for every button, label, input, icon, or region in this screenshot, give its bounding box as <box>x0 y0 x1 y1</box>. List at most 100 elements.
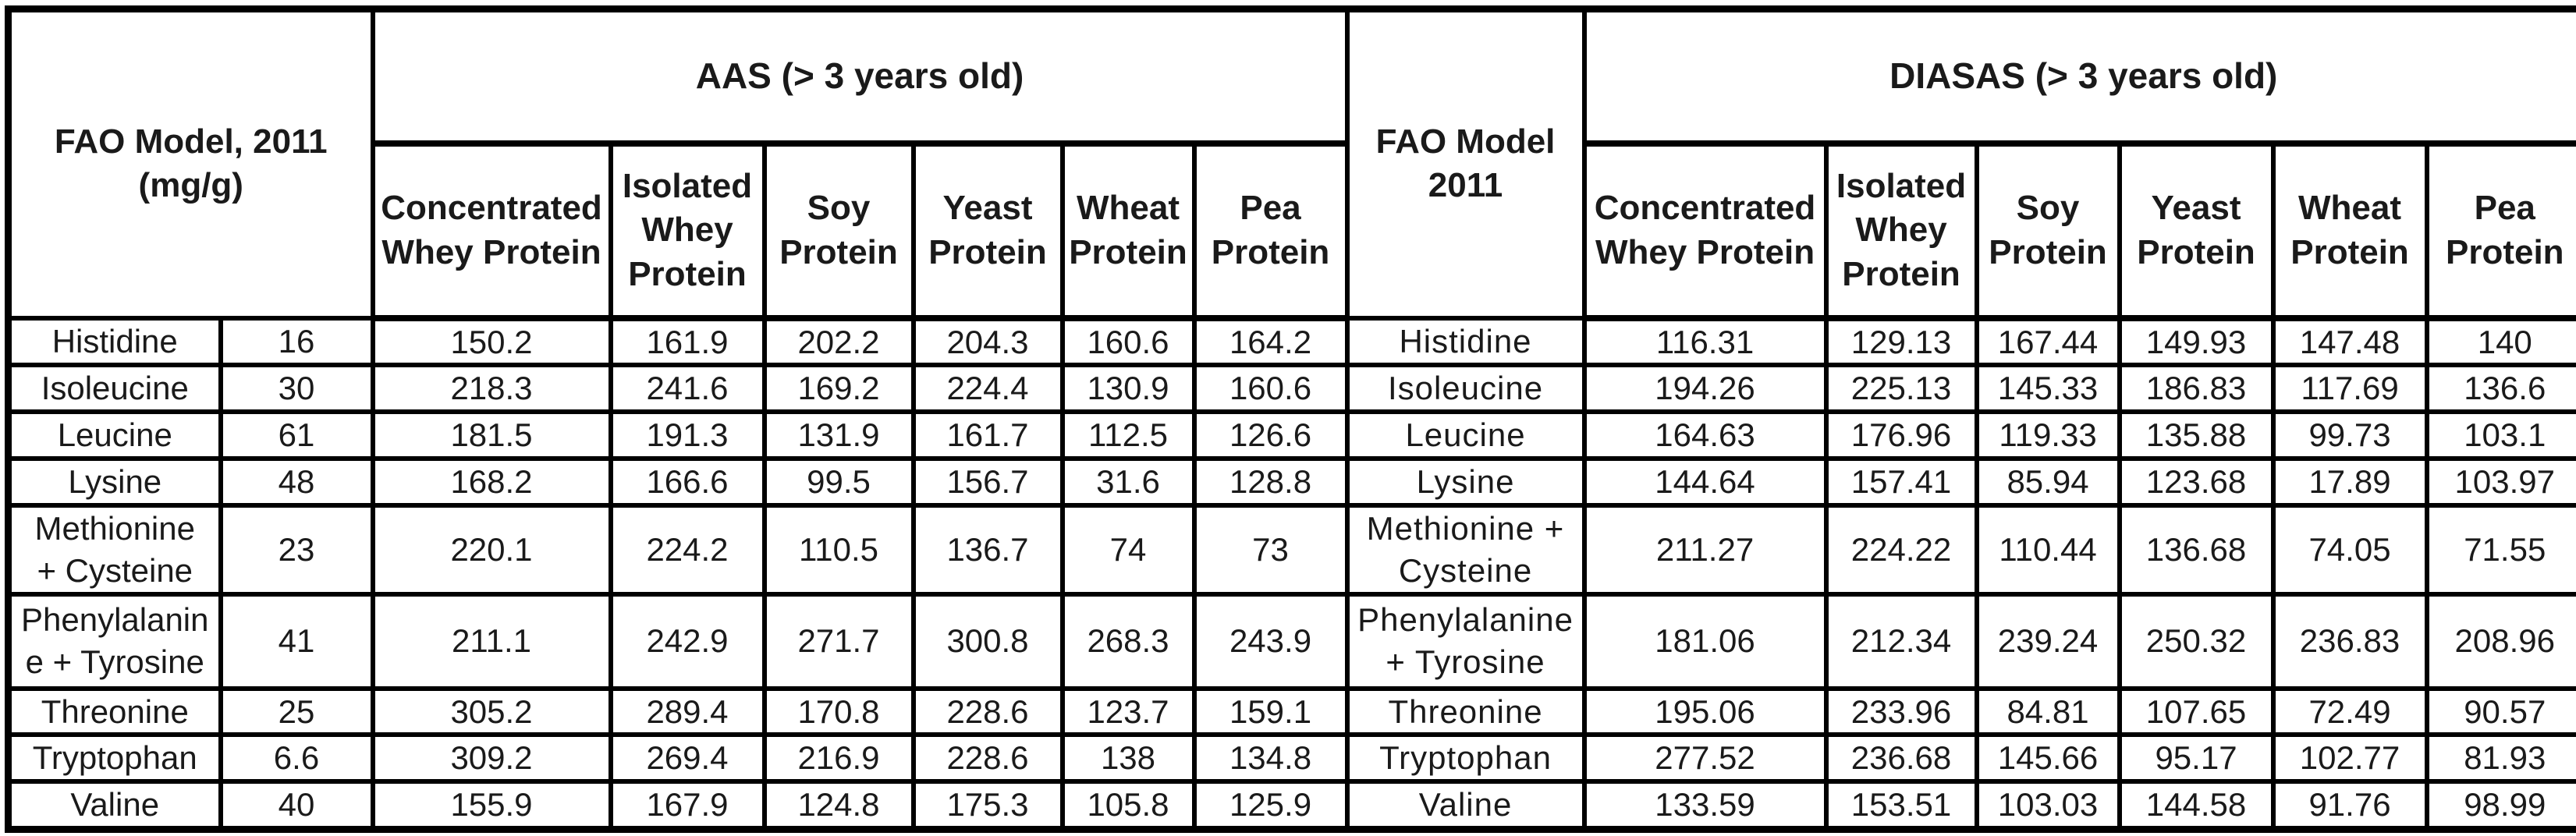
aas-value: 243.9 <box>1191 591 1350 691</box>
aas-value: 169.2 <box>761 363 916 414</box>
aas-value: 224.4 <box>910 363 1065 414</box>
diasas-col-header-concentrated-whey: Concentrated Whey Protein <box>1581 140 1829 321</box>
aas-value: 150.2 <box>370 315 613 368</box>
row-label: Phenylalanin e + Tyrosine <box>5 591 223 691</box>
diasas-value: 212.34 <box>1823 591 1979 691</box>
diasas-value: 239.24 <box>1974 591 2122 691</box>
diasas-value: 149.93 <box>2117 315 2276 368</box>
aas-value: 110.5 <box>761 502 916 597</box>
diasas-value: 144.64 <box>1581 455 1829 508</box>
diasas-value: 181.06 <box>1581 591 1829 691</box>
aas-value: 175.3 <box>910 778 1065 832</box>
aas-value: 161.9 <box>608 315 767 368</box>
diasas-value: 85.94 <box>1974 455 2122 508</box>
diasas-value: 103.03 <box>1974 778 2122 832</box>
amino-acid-score-table: FAO Model, 2011 (mg/g) AAS (> 3 years ol… <box>5 5 2576 833</box>
fao-value: 25 <box>218 685 375 738</box>
diasas-value: 110.44 <box>1974 502 2122 597</box>
row-threonine: Threonine 25 305.2 289.4 170.8 228.6 123… <box>5 685 2576 738</box>
diasas-value: 157.41 <box>1823 455 1979 508</box>
diasas-value: 136.68 <box>2117 502 2276 597</box>
diasas-value: 153.51 <box>1823 778 1979 832</box>
diasas-section-header: DIASAS (> 3 years old) <box>1581 6 2576 147</box>
diasas-col-header-yeast: Yeast Protein <box>2117 140 2276 321</box>
diasas-col-header-wheat: Wheat Protein <box>2270 140 2429 321</box>
aas-col-header-soy: Soy Protein <box>761 140 916 321</box>
fao-value: 30 <box>218 363 375 414</box>
diasas-value: 211.27 <box>1581 502 1829 597</box>
row-label: Leucine <box>5 409 223 461</box>
row-label-mid: Histidine <box>1344 315 1587 368</box>
diasas-value: 117.69 <box>2270 363 2429 414</box>
aas-value: 161.7 <box>910 409 1065 461</box>
aas-section-header: AAS (> 3 years old) <box>370 6 1350 147</box>
aas-value: 130.9 <box>1059 363 1197 414</box>
aas-value: 228.6 <box>910 685 1065 738</box>
aas-value: 268.3 <box>1059 591 1197 691</box>
aas-value: 191.3 <box>608 409 767 461</box>
row-label: Histidine <box>5 315 223 368</box>
column-header-row: Concentrated Whey Protein Isolated Whey … <box>9 140 2576 321</box>
fao-value: 48 <box>218 455 375 508</box>
diasas-value: 103.1 <box>2424 409 2576 461</box>
diasas-value: 176.96 <box>1823 409 1979 461</box>
diasas-value: 98.99 <box>2424 778 2576 832</box>
aas-value: 126.6 <box>1191 409 1350 461</box>
diasas-value: 129.13 <box>1823 315 1979 368</box>
diasas-value: 236.83 <box>2270 591 2429 691</box>
diasas-value: 133.59 <box>1581 778 1829 832</box>
diasas-value: 140 <box>2424 315 2576 368</box>
row-label: Isoleucine <box>5 363 223 414</box>
aas-value: 241.6 <box>608 363 767 414</box>
row-label-mid: Leucine <box>1344 409 1587 461</box>
aas-value: 168.2 <box>370 455 613 508</box>
aas-value: 73 <box>1191 502 1350 597</box>
diasas-value: 164.63 <box>1581 409 1829 461</box>
aas-value: 181.5 <box>370 409 613 461</box>
row-phenylalanine-tyrosine: Phenylalanin e + Tyrosine 41 211.1 242.9… <box>5 591 2576 691</box>
diasas-value: 91.76 <box>2270 778 2429 832</box>
diasas-value: 195.06 <box>1581 685 1829 738</box>
row-label-mid: Tryptophan <box>1344 732 1587 784</box>
diasas-value: 99.73 <box>2270 409 2429 461</box>
aas-value: 112.5 <box>1059 409 1197 461</box>
aas-value: 167.9 <box>608 778 767 832</box>
aas-value: 300.8 <box>910 591 1065 691</box>
diasas-col-header-pea: Pea Protein <box>2424 140 2576 321</box>
aas-value: 138 <box>1059 732 1197 784</box>
row-label: Valine <box>5 778 223 832</box>
row-label-mid: Threonine <box>1344 685 1587 738</box>
aas-value: 271.7 <box>761 591 916 691</box>
row-label-mid: Phenylalanine + Tyrosine <box>1344 591 1587 691</box>
row-label: Threonine <box>5 685 223 738</box>
aas-value: 220.1 <box>370 502 613 597</box>
aas-value: 170.8 <box>761 685 916 738</box>
aas-value: 202.2 <box>761 315 916 368</box>
mid-fao-header: FAO Model 2011 <box>1344 6 1587 321</box>
aas-value: 160.6 <box>1059 315 1197 368</box>
diasas-value: 107.65 <box>2117 685 2276 738</box>
aas-col-header-isolated-whey: Isolated Whey Protein <box>608 140 767 321</box>
row-label-mid: Valine <box>1344 778 1587 832</box>
fao-value: 6.6 <box>218 732 375 784</box>
row-label: Lysine <box>5 455 223 508</box>
diasas-value: 103.97 <box>2424 455 2576 508</box>
aas-value: 134.8 <box>1191 732 1350 784</box>
aas-value: 289.4 <box>608 685 767 738</box>
diasas-value: 145.66 <box>1974 732 2122 784</box>
row-valine: Valine 40 155.9 167.9 124.8 175.3 105.8 … <box>5 778 2576 832</box>
row-methionine-cysteine: Methionine + Cysteine 23 220.1 224.2 110… <box>5 502 2576 597</box>
aas-value: 99.5 <box>761 455 916 508</box>
aas-value: 155.9 <box>370 778 613 832</box>
row-tryptophan: Tryptophan 6.6 309.2 269.4 216.9 228.6 1… <box>5 732 2576 784</box>
aas-value: 164.2 <box>1191 315 1350 368</box>
diasas-value: 74.05 <box>2270 502 2429 597</box>
aas-value: 125.9 <box>1191 778 1350 832</box>
aas-value: 123.7 <box>1059 685 1197 738</box>
diasas-value: 136.6 <box>2424 363 2576 414</box>
aas-col-header-concentrated-whey: Concentrated Whey Protein <box>370 140 613 321</box>
aas-value: 166.6 <box>608 455 767 508</box>
corner-header: FAO Model, 2011 (mg/g) <box>5 6 375 321</box>
diasas-value: 167.44 <box>1974 315 2122 368</box>
fao-value: 61 <box>218 409 375 461</box>
